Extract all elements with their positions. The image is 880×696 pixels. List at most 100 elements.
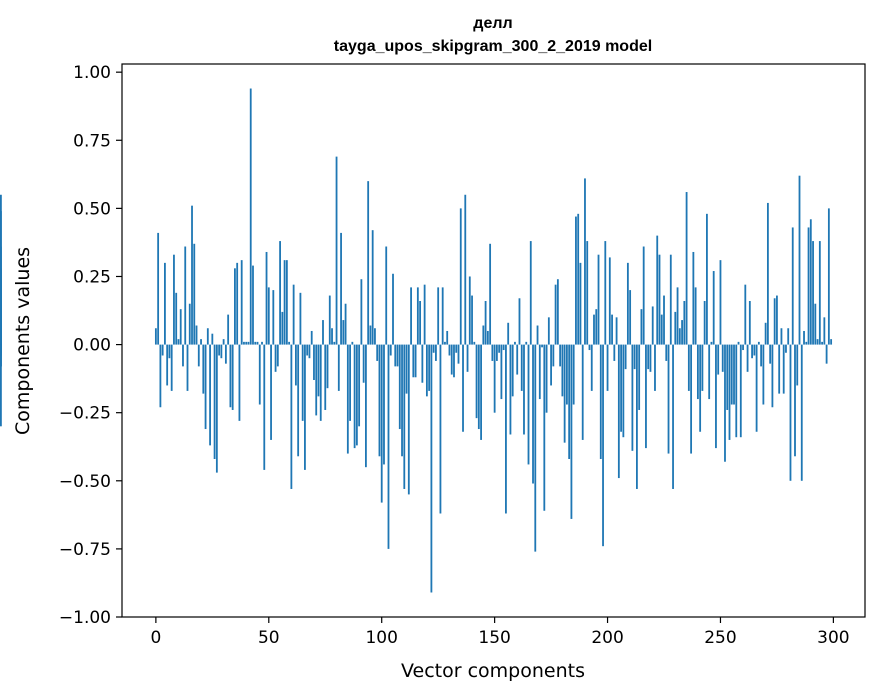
bar-99 bbox=[378, 344, 381, 457]
bar-42 bbox=[249, 88, 252, 345]
bar-2 bbox=[159, 344, 162, 408]
bar-296 bbox=[823, 317, 826, 345]
bar-48 bbox=[263, 344, 266, 470]
bar-51 bbox=[270, 344, 272, 440]
bar-213 bbox=[636, 344, 638, 489]
x-axis-label: Vector components bbox=[401, 660, 585, 682]
bar-220 bbox=[651, 306, 654, 345]
bar-219 bbox=[649, 344, 652, 372]
bar-20 bbox=[200, 339, 202, 345]
bar-15 bbox=[188, 303, 191, 345]
bar-61 bbox=[292, 284, 295, 345]
bar-39 bbox=[243, 341, 245, 345]
bar-277 bbox=[780, 328, 783, 345]
bar-64 bbox=[299, 292, 302, 345]
bar-31 bbox=[224, 344, 227, 364]
bar-9 bbox=[175, 292, 178, 345]
bar-168 bbox=[534, 344, 537, 552]
bar-272 bbox=[769, 344, 772, 364]
bar-146 bbox=[484, 301, 487, 345]
bar-221 bbox=[654, 344, 656, 391]
bar-58 bbox=[285, 260, 288, 345]
bar-247 bbox=[712, 271, 715, 345]
bar-14 bbox=[186, 344, 189, 391]
bar-52 bbox=[272, 290, 275, 345]
bar-171 bbox=[541, 344, 543, 348]
bar-173 bbox=[545, 344, 548, 413]
bar-114 bbox=[412, 344, 415, 378]
bar-178 bbox=[556, 279, 559, 345]
bar-152 bbox=[498, 344, 501, 353]
bar-294 bbox=[818, 241, 821, 345]
bar-120 bbox=[425, 344, 428, 397]
bar-127 bbox=[441, 287, 444, 345]
bar-255 bbox=[730, 344, 733, 405]
bar-270 bbox=[764, 322, 767, 345]
bar-137 bbox=[464, 194, 467, 345]
bar-186 bbox=[575, 216, 577, 345]
bar-143 bbox=[477, 344, 480, 430]
bar-292 bbox=[814, 303, 817, 345]
bar-135 bbox=[459, 208, 462, 345]
bar-96 bbox=[371, 230, 374, 345]
bar-27 bbox=[215, 344, 218, 473]
bar-12 bbox=[182, 344, 184, 367]
bar-13 bbox=[184, 246, 187, 345]
bar-175 bbox=[550, 344, 552, 386]
bar-81 bbox=[337, 344, 340, 391]
bar-92 bbox=[362, 344, 365, 383]
bar-275 bbox=[776, 295, 778, 345]
bar-84 bbox=[344, 303, 347, 345]
bar-205 bbox=[617, 344, 620, 479]
bar-223 bbox=[658, 254, 661, 345]
bar-281 bbox=[789, 344, 792, 481]
bar-201 bbox=[608, 257, 611, 345]
bar-176 bbox=[552, 344, 555, 367]
bar-157 bbox=[509, 344, 512, 435]
bar-89 bbox=[355, 344, 358, 446]
bar-235 bbox=[685, 192, 688, 345]
bar-274 bbox=[773, 298, 776, 345]
bar-271 bbox=[766, 202, 769, 345]
x-tick-label: 100 bbox=[365, 628, 397, 648]
bar-184 bbox=[570, 344, 573, 519]
bar-115 bbox=[414, 344, 417, 378]
bar-166 bbox=[529, 241, 532, 345]
bar-229 bbox=[672, 344, 674, 489]
bar-7 bbox=[170, 344, 173, 391]
bar-129 bbox=[446, 330, 449, 345]
bar-253 bbox=[726, 344, 729, 410]
y-axis-ticks: −1.00 −0.75 −0.50 −0.25 0.00 0.25 0.50 0.75 1.00 bbox=[59, 63, 122, 628]
bar-67 bbox=[306, 344, 309, 356]
bar-3 bbox=[161, 344, 164, 356]
y-tick-label: −0.75 bbox=[59, 540, 111, 560]
bar-65 bbox=[301, 344, 304, 421]
bar-80 bbox=[335, 156, 338, 345]
bar-245 bbox=[708, 344, 711, 400]
y-tick-label: −0.25 bbox=[59, 404, 111, 424]
bar-140 bbox=[471, 295, 473, 345]
bar-18 bbox=[195, 325, 198, 345]
bar-35 bbox=[234, 268, 236, 345]
bar-74 bbox=[322, 320, 324, 345]
x-tick-label: 250 bbox=[704, 628, 736, 648]
bar-262 bbox=[746, 344, 749, 372]
bar-291 bbox=[812, 241, 814, 345]
bar-32 bbox=[227, 314, 230, 345]
bar-163 bbox=[523, 344, 525, 435]
bar-207 bbox=[622, 344, 625, 438]
bar-208 bbox=[624, 344, 627, 370]
bar-188 bbox=[579, 262, 582, 345]
bar-series bbox=[0, 88, 833, 593]
bar-151 bbox=[495, 344, 498, 361]
bar-233 bbox=[681, 320, 683, 345]
bar-106 bbox=[394, 344, 397, 367]
bar-298 bbox=[827, 208, 830, 345]
bar-156 bbox=[507, 322, 510, 345]
bar-145 bbox=[482, 325, 485, 345]
bar-79 bbox=[333, 341, 336, 345]
bar-286 bbox=[800, 344, 803, 481]
bar-153 bbox=[500, 344, 503, 400]
bar-224 bbox=[660, 314, 663, 345]
bar-249 bbox=[717, 344, 720, 375]
